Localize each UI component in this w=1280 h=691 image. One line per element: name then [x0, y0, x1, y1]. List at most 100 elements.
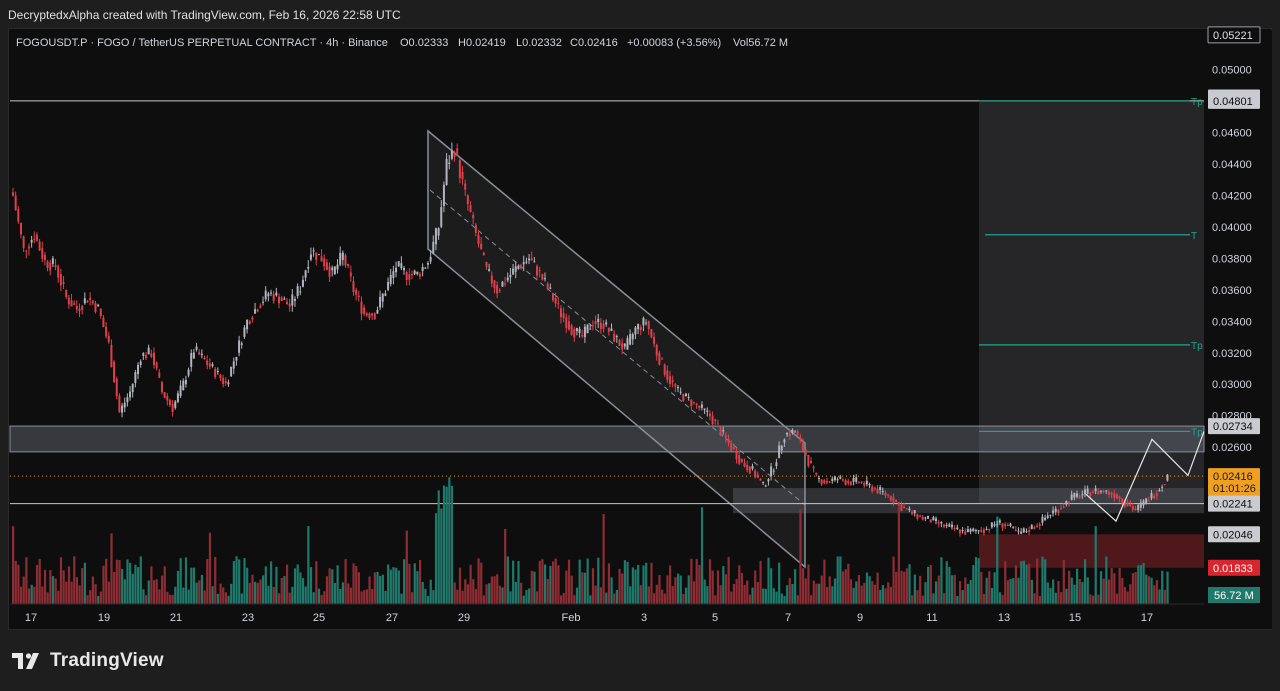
x-tick-label: 21: [170, 612, 182, 624]
volume-bar: [1147, 576, 1151, 604]
candle-body: [27, 246, 30, 249]
candle-body: [184, 379, 187, 385]
candle-body: [517, 265, 520, 269]
volume-bar: [900, 570, 903, 604]
candle-body: [1049, 514, 1052, 516]
volume-label-box: [1208, 587, 1260, 603]
candle-body: [296, 286, 299, 297]
candle-body: [411, 274, 413, 276]
candle-body: [347, 263, 350, 266]
candle-body: [458, 160, 461, 179]
volume-bar: [70, 581, 73, 604]
volume-bar: [778, 562, 781, 604]
candle-body: [876, 488, 879, 494]
candle-body: [158, 372, 161, 378]
volume-bar: [1163, 589, 1166, 604]
volume-bar: [892, 556, 895, 604]
candle-body: [163, 392, 166, 398]
candle-body: [1150, 493, 1153, 499]
volume-bar: [416, 571, 419, 604]
volume-bar: [831, 586, 834, 604]
price-label: 0.05221: [1213, 30, 1253, 42]
candle-body: [474, 224, 477, 233]
volume-bar: [961, 590, 964, 604]
candle-body: [283, 298, 286, 300]
candle-body: [759, 478, 762, 481]
time-axis[interactable]: [10, 604, 1272, 629]
candle-body: [46, 261, 49, 269]
candle-body: [911, 511, 914, 514]
volume-bar: [498, 585, 501, 604]
candle-body: [400, 263, 403, 269]
candle-body: [1033, 527, 1036, 529]
volume-bar: [541, 559, 544, 604]
volume-bar: [921, 595, 924, 604]
volume-bar: [993, 572, 996, 604]
candle-body: [1028, 530, 1031, 532]
candle-body: [1078, 495, 1081, 498]
candle-body: [1001, 523, 1004, 528]
volume-bar: [458, 567, 462, 604]
legend-change: +0.00083 (+3.56%): [627, 37, 721, 49]
candle-body: [1099, 490, 1102, 492]
candle-body: [520, 266, 523, 269]
volume-bar: [980, 571, 983, 604]
volume-bar: [703, 579, 706, 604]
volume-bar: [22, 576, 25, 604]
volume-bar: [333, 582, 337, 604]
candle-body: [1017, 530, 1020, 532]
volume-bar: [881, 585, 885, 604]
candle-body: [376, 309, 379, 314]
volume-bar: [565, 570, 568, 604]
volume-bar: [67, 566, 71, 604]
profit-zone: [979, 100, 1204, 504]
volume-bar: [669, 565, 672, 604]
candle-body: [735, 451, 738, 460]
candle-body: [123, 402, 126, 408]
volume-bar: [349, 587, 353, 604]
volume-bar: [429, 579, 432, 604]
volume-bar: [607, 563, 611, 604]
candle-body: [464, 183, 467, 190]
candle-body: [935, 518, 938, 522]
candle-body: [198, 352, 201, 355]
volume-bar: [772, 588, 775, 604]
volume-bar: [727, 556, 730, 604]
candle-body: [275, 292, 278, 296]
brand[interactable]: TradingView: [12, 650, 164, 672]
volume-bar: [118, 560, 121, 604]
volume-bar: [1065, 588, 1068, 604]
candle-body: [544, 278, 546, 280]
volume-bar: [738, 565, 741, 604]
candle-body: [477, 234, 480, 245]
target-label: Tp: [1191, 427, 1203, 438]
candle-body: [456, 148, 459, 154]
volume-bar: [871, 581, 874, 604]
candle-body: [301, 279, 304, 287]
y-tick-label: 0.03800: [1212, 253, 1252, 265]
candle-body: [480, 243, 483, 250]
candle-body: [496, 285, 499, 294]
volume-bar: [312, 592, 315, 604]
volume-bar: [645, 562, 648, 604]
candle-body: [38, 241, 41, 251]
volume-bar: [868, 576, 871, 604]
tradingview-logo-icon: [12, 653, 39, 669]
candle-body: [1012, 526, 1015, 528]
candle-body: [49, 262, 52, 271]
candle-body: [1086, 488, 1089, 494]
candle-body: [211, 364, 214, 367]
candle-body: [35, 234, 38, 241]
volume-bar: [849, 579, 853, 604]
volume-bar: [299, 572, 302, 604]
candle-body: [150, 353, 153, 357]
candle-body: [33, 238, 36, 240]
candle-body: [530, 258, 533, 261]
candle-body: [408, 274, 411, 280]
volume-bar: [291, 586, 294, 604]
candle-body: [551, 292, 554, 301]
volume-bar: [1062, 560, 1065, 604]
price-label-box: [1207, 26, 1261, 44]
volume-bar: [482, 595, 486, 604]
